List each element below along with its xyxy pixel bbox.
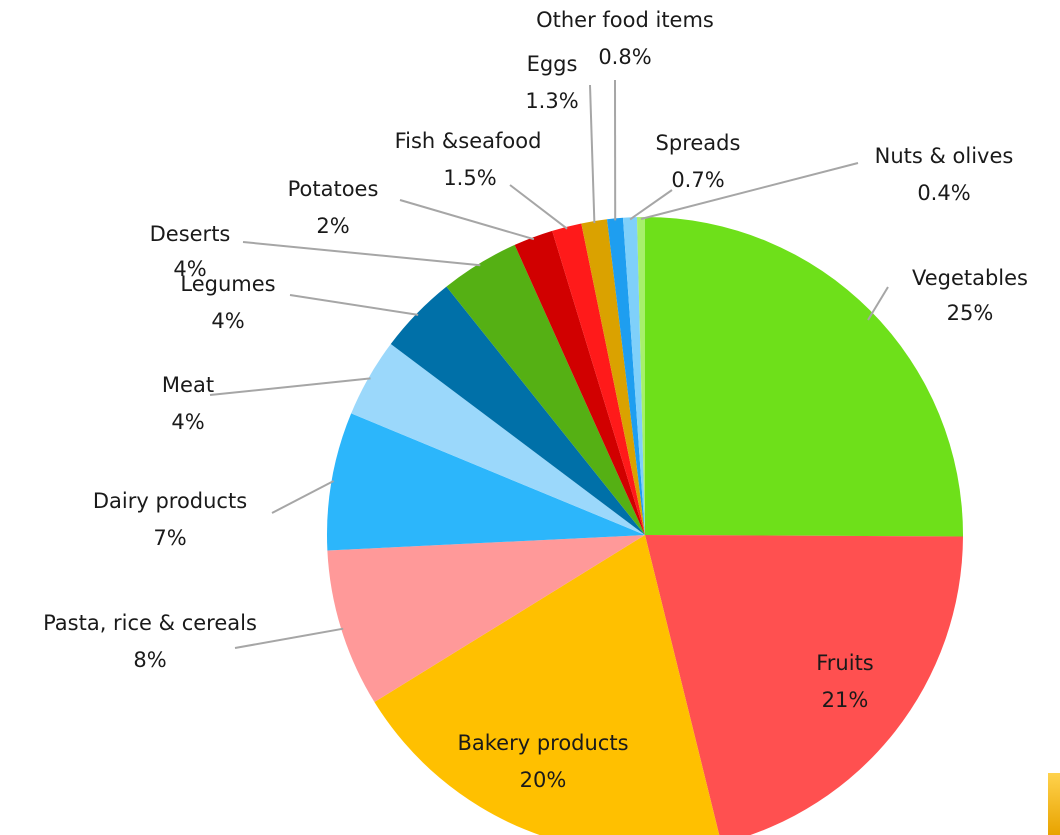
pie-slice-pasta-rice-cereals	[327, 535, 645, 703]
label-fish-name: Fish &seafood	[395, 129, 542, 153]
label-dairy-value: 7%	[153, 526, 186, 550]
label-vegetables-name: Vegetables	[912, 266, 1028, 290]
leader-line-legumes	[289, 294, 419, 316]
leader-line-vegetables	[867, 286, 889, 321]
pie-slice-nuts-olives	[636, 217, 645, 535]
pie-slice-vegetables	[645, 217, 964, 537]
leader-line-deserts	[242, 241, 481, 267]
pie-slice-deserts	[446, 244, 645, 535]
leader-lines	[209, 79, 889, 649]
label-spreads-value: 0.7%	[671, 168, 724, 192]
pie-slice-fruits	[645, 535, 963, 835]
leader-line-pasta-rice-cereals	[234, 627, 344, 649]
pie-slice-dairy-products	[327, 413, 645, 551]
leader-line-meat	[209, 377, 371, 396]
leader-line-spreads	[629, 189, 673, 221]
pie-slice-potatoes	[514, 230, 645, 535]
label-legumes-value: 4%	[211, 309, 244, 333]
label-nuts-value: 0.4%	[917, 181, 970, 205]
leader-line-fish-seafood	[509, 184, 568, 230]
label-nuts-name: Nuts & olives	[875, 144, 1014, 168]
label-deserts-value: 4%	[173, 257, 206, 281]
label-fish-value: 1.5%	[443, 166, 496, 190]
label-vegetables-value: 25%	[947, 301, 994, 325]
pie-slice-spreads	[622, 217, 645, 535]
leader-line-potatoes	[399, 199, 535, 241]
label-pasta-name: Pasta, rice & cereals	[43, 611, 257, 635]
label-other-value: 0.8%	[598, 45, 651, 69]
label-bakery-name: Bakery products	[457, 731, 628, 755]
label-eggs-value: 1.3%	[525, 89, 578, 113]
leader-line-eggs	[589, 84, 596, 224]
label-pasta-value: 8%	[133, 648, 166, 672]
pie-slice-other-food-items	[607, 217, 645, 535]
label-other-name: Other food items	[536, 8, 714, 32]
label-potatoes-value: 2%	[316, 214, 349, 238]
label-bakery-value: 20%	[520, 768, 567, 792]
pie-slice-legumes	[390, 286, 645, 535]
label-meat-name: Meat	[162, 373, 214, 397]
label-potatoes-name: Potatoes	[288, 177, 379, 201]
label-dairy-name: Dairy products	[93, 489, 247, 513]
pie-slice-bakery-products	[374, 535, 720, 835]
label-deserts-name: Deserts	[150, 222, 231, 246]
label-meat-value: 4%	[171, 410, 204, 434]
pie-slice-eggs	[581, 219, 645, 535]
pie-slice-fish-seafood	[552, 223, 645, 535]
pie-slice-meat	[351, 343, 645, 535]
label-eggs-name: Eggs	[527, 52, 578, 76]
leader-line-dairy-products	[271, 480, 335, 514]
label-spreads-name: Spreads	[656, 131, 741, 155]
corner-decoration	[1048, 773, 1060, 835]
slice-labels: Vegetables 25% Fruits 21% Bakery product…	[43, 8, 1028, 792]
pie-slices	[327, 217, 964, 835]
leader-line-nuts-olives	[640, 162, 859, 220]
label-fruits-name: Fruits	[816, 651, 874, 675]
label-fruits-value: 21%	[822, 688, 869, 712]
label-legumes-name: Legumes	[180, 272, 275, 296]
